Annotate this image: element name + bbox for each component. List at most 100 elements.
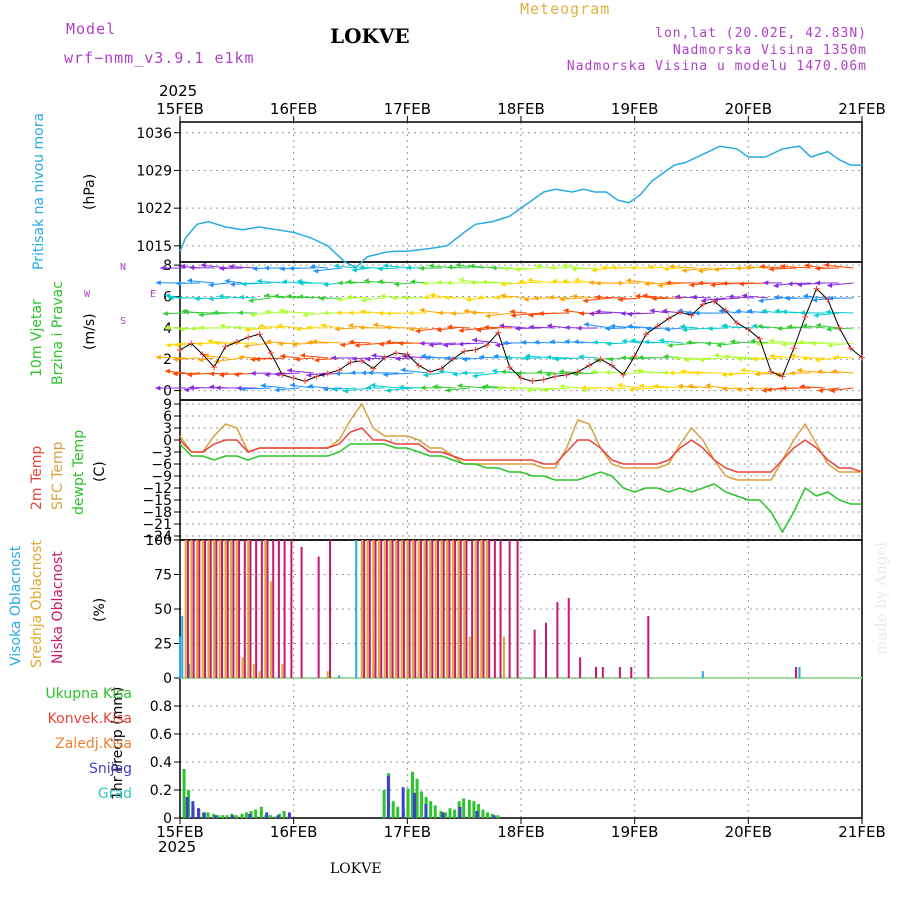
wind-arrow-head <box>521 339 527 345</box>
cloud-mid-bar <box>463 540 466 678</box>
wind-arrow-head <box>746 308 752 314</box>
date-label-bottom: 17FEB <box>384 823 431 841</box>
wind-arrow-head <box>360 308 366 314</box>
wind-arrow-head <box>382 372 388 378</box>
wind-arrow-head <box>462 370 468 376</box>
wind-arrow-head <box>691 294 697 300</box>
wind-arrow-head <box>680 323 686 329</box>
wind-gust-marker <box>279 371 286 378</box>
wind-arrow-head <box>729 339 735 345</box>
wind-arrow-head <box>350 370 356 376</box>
wind-arrow <box>183 311 215 314</box>
wind-arrow-head <box>799 383 805 389</box>
wind-arrow-head <box>437 310 443 316</box>
precip-total-bar <box>443 812 447 818</box>
altitude-text: Nadmorska Visina 1350m <box>672 43 867 58</box>
y-tick-label: 2 <box>163 352 172 368</box>
precip-total-bar <box>433 805 437 818</box>
wind-compass: N W E S <box>84 258 162 328</box>
wind-arrow-head <box>455 262 461 268</box>
cloud-low-bar <box>476 540 479 678</box>
precip-total-bar <box>448 808 452 818</box>
wind-arrow-head <box>183 309 189 315</box>
wind-arrow-head <box>330 355 336 361</box>
wind-gust-marker <box>768 368 775 375</box>
wind-arrow-head <box>553 356 559 362</box>
wind-arrow-head <box>314 357 320 363</box>
wind-arrow-head <box>320 322 326 328</box>
wind-arrow-head <box>480 384 486 390</box>
wind-arrow-head <box>337 280 343 286</box>
panel-frame <box>179 121 863 263</box>
y-tick-label: 0.4 <box>150 755 172 771</box>
wind-arrow-head <box>432 383 438 389</box>
wind-arrow-head <box>713 352 719 358</box>
wind-arrow-head <box>780 263 786 269</box>
wind-arrow-head <box>307 383 313 389</box>
wind-arrow-head <box>663 353 669 359</box>
wind-arrow-head <box>180 263 186 269</box>
wind-arrow-head <box>649 308 655 314</box>
precip-total-bar <box>467 799 471 818</box>
y-tick-label: 0.2 <box>150 783 172 799</box>
wind-arrow-head <box>250 370 256 376</box>
date-label-bottom: 16FEB <box>270 823 317 841</box>
wind-arrow-head <box>588 280 594 286</box>
wind-arrow-head <box>162 311 168 317</box>
wind-arrow-head <box>286 367 292 373</box>
wind-gust-marker <box>177 346 183 353</box>
date-label-top: 20FEB <box>725 100 772 118</box>
wind-arrow-head <box>680 368 686 374</box>
wind-arrow-head <box>164 325 170 331</box>
wind-arrow-head <box>306 372 312 378</box>
wind-arrow-head <box>829 388 835 394</box>
wind-arrow-head <box>700 298 706 304</box>
wind-arrow-head <box>229 281 235 287</box>
wind-arrow-head <box>323 310 329 316</box>
cloud-low-bar <box>385 540 388 678</box>
wind-arrow-head <box>727 371 733 377</box>
wind-gust-marker <box>506 364 513 371</box>
wind-arrow-head <box>722 323 728 329</box>
wind-arrow-head <box>419 340 425 346</box>
cloud-mid-bar <box>412 540 415 678</box>
y-tick-label: 0 <box>163 433 172 449</box>
wind-arrow-head <box>774 294 780 300</box>
wind-arrow-head <box>571 266 577 272</box>
wind-arrow-head <box>248 298 254 304</box>
wind-arrow-head <box>155 280 161 286</box>
date-label-bottom: 21FEB <box>838 823 885 841</box>
wind-arrow-head <box>468 263 474 269</box>
precip-total-bar <box>240 813 244 818</box>
cloud-mid-bar <box>258 671 261 678</box>
wind-arrow-head <box>444 295 450 301</box>
footer-location: LOKVE <box>330 861 382 877</box>
precip-total-bar <box>273 816 277 818</box>
cloud-low-bar <box>419 540 422 678</box>
wind-arrow-head <box>817 369 823 375</box>
cloud-low-bar <box>260 540 263 678</box>
cloud-low-bar <box>402 540 405 678</box>
cloud-low-bar <box>329 540 332 678</box>
cloud-mid-bar <box>264 540 267 678</box>
wind-arrow-head <box>485 313 491 319</box>
wind-arrow-head <box>406 265 412 271</box>
wind-gust-marker <box>256 331 263 338</box>
wind-arrow-head <box>238 294 244 300</box>
wind-arrow-head <box>536 369 542 375</box>
wind-arrow-head <box>291 342 297 348</box>
cloud-low-bar <box>249 540 252 678</box>
wind-arrow-head <box>499 323 505 329</box>
wind-arrow-head <box>815 265 821 271</box>
wind-arrow-head <box>509 309 515 315</box>
wind-gust-marker <box>415 362 422 369</box>
cloud-low-bar <box>459 540 462 678</box>
wind-arrow-head <box>183 387 189 393</box>
wind-arrow-head <box>775 372 781 378</box>
wind-arrow-head <box>367 370 373 376</box>
wind-arrow-head <box>422 281 428 287</box>
wind-arrow-head <box>400 367 406 373</box>
cloud-mid-bar <box>457 540 460 678</box>
wind-arrow-head <box>592 339 598 345</box>
wind-arrow-head <box>677 383 683 389</box>
